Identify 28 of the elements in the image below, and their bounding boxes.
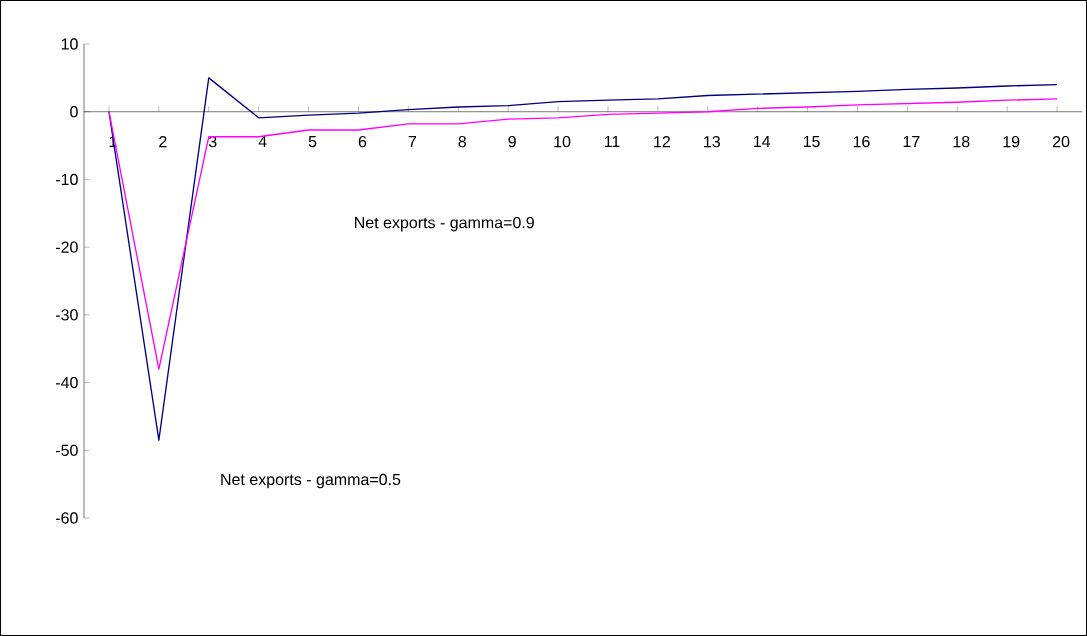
x-tick-label: 14	[753, 136, 771, 147]
x-tick-label: 5	[308, 136, 317, 148]
x-tick-label: 15	[803, 136, 820, 148]
annotation: Net exports - gamma=0.9	[355, 216, 534, 232]
y-tick-label: -60	[55, 512, 78, 524]
y-tick-label: -50	[55, 444, 78, 456]
x-tick-label: 6	[358, 135, 367, 148]
y-tick-label: -30	[55, 309, 78, 321]
x-tick-label: 20	[1052, 135, 1070, 148]
annotation: Net exports - gamma=0.5	[221, 473, 401, 489]
y-tick-label: -10	[55, 173, 78, 186]
x-tick-label: 19	[1003, 135, 1020, 148]
x-tick-label: 13	[704, 135, 720, 148]
x-tick-label: 4	[258, 136, 267, 147]
x-tick-label: 2	[159, 135, 167, 148]
x-tick-label: 10	[554, 135, 571, 148]
x-tick-label: 11	[604, 136, 620, 147]
y-tick-label: -40	[55, 376, 78, 389]
x-tick-label: 16	[853, 135, 870, 148]
y-tick-label: -20	[55, 241, 78, 253]
x-tick-label: 9	[508, 135, 516, 148]
x-tick-label: 12	[654, 135, 670, 148]
x-tick-label: 18	[953, 135, 970, 148]
y-tick-label: 0	[70, 106, 78, 118]
x-tick-label: 17	[903, 136, 920, 147]
x-tick-label: 7	[408, 136, 416, 147]
x-tick-label: 8	[458, 135, 467, 148]
y-tick-label: 10	[61, 38, 78, 50]
